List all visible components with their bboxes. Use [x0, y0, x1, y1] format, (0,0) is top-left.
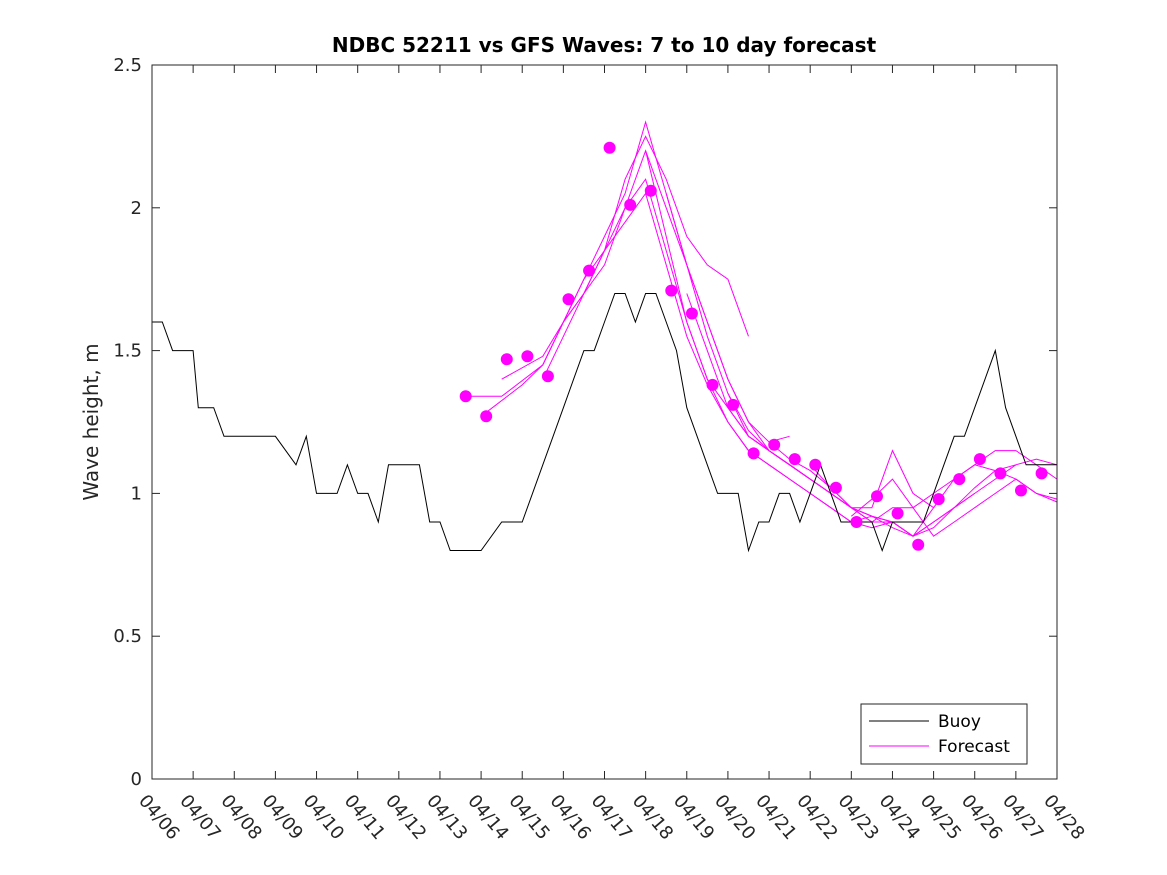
forecast-point	[994, 467, 1007, 480]
forecast-point	[768, 438, 781, 451]
legend-forecast-label: Forecast	[938, 737, 1010, 757]
forecast-point	[603, 141, 616, 154]
forecast-point	[480, 410, 493, 423]
forecast-point	[932, 493, 945, 506]
forecast-point	[850, 516, 863, 528]
forecast-point	[953, 473, 966, 486]
legend-box	[860, 703, 1028, 765]
forecast-point	[727, 398, 740, 411]
y-tick-label: 1	[131, 483, 142, 504]
forecast-point	[521, 350, 534, 363]
forecast-point	[665, 284, 678, 297]
forecast-point	[685, 307, 698, 320]
forecast-point	[809, 458, 822, 471]
forecast-point	[459, 390, 472, 403]
plot-area	[152, 65, 1057, 779]
forecast-point	[500, 353, 513, 366]
buoy-line	[152, 293, 1057, 553]
forecast-point	[1015, 484, 1027, 497]
forecast-point	[583, 264, 596, 277]
forecast-point	[1035, 467, 1048, 480]
y-tick-label: 2	[131, 198, 142, 219]
forecast-point	[788, 453, 801, 466]
forecast-point	[747, 447, 760, 460]
forecast-point	[562, 293, 575, 306]
forecast-point	[541, 370, 554, 383]
forecast-point	[891, 507, 904, 520]
forecast-markers	[459, 141, 1048, 551]
y-tick-label: 1.5	[113, 341, 142, 362]
y-tick-label: 2.5	[113, 55, 142, 76]
legend: Buoy Forecast	[860, 703, 1028, 765]
forecast-point	[973, 453, 986, 466]
y-tick-label: 0.5	[113, 626, 142, 647]
chart-title: NDBC 52211 vs GFS Waves: 7 to 10 day for…	[332, 33, 877, 57]
y-axis-label: Wave height, m	[79, 343, 103, 500]
axes-box	[151, 64, 1058, 780]
buoy-series	[152, 293, 1057, 553]
y-tick-label: 0	[131, 769, 142, 790]
forecast-point	[706, 378, 719, 391]
forecast-point	[829, 481, 842, 494]
forecast-point	[644, 184, 657, 197]
forecast-point	[912, 538, 925, 551]
legend-buoy-label: Buoy	[938, 712, 981, 732]
forecast-run-line	[850, 478, 1058, 537]
forecast-point	[624, 198, 637, 211]
forecast-point	[871, 490, 883, 503]
